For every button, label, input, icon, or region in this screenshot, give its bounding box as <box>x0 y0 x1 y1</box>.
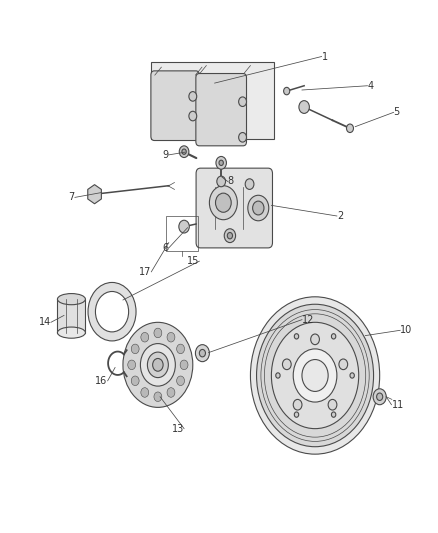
Circle shape <box>283 359 291 369</box>
Circle shape <box>332 412 336 417</box>
Circle shape <box>148 352 168 377</box>
Circle shape <box>131 344 139 354</box>
Bar <box>166 216 198 251</box>
Circle shape <box>141 344 175 386</box>
Circle shape <box>199 350 205 357</box>
Circle shape <box>182 149 186 155</box>
Circle shape <box>346 124 353 133</box>
Circle shape <box>239 97 247 107</box>
Text: 15: 15 <box>187 256 199 266</box>
Circle shape <box>302 360 328 391</box>
Circle shape <box>195 345 209 362</box>
Circle shape <box>272 322 359 429</box>
Circle shape <box>248 195 269 221</box>
Circle shape <box>177 344 184 354</box>
Bar <box>57 299 85 333</box>
Circle shape <box>179 220 189 233</box>
Circle shape <box>180 360 188 369</box>
Circle shape <box>189 92 197 101</box>
Circle shape <box>215 193 231 212</box>
Circle shape <box>189 111 197 121</box>
Circle shape <box>245 179 254 189</box>
Circle shape <box>239 133 247 142</box>
Circle shape <box>294 334 299 339</box>
FancyBboxPatch shape <box>196 168 272 248</box>
Circle shape <box>152 359 163 371</box>
Circle shape <box>311 334 319 345</box>
Circle shape <box>167 333 175 342</box>
Text: 7: 7 <box>69 192 75 203</box>
Circle shape <box>131 376 139 385</box>
Circle shape <box>154 392 162 401</box>
Circle shape <box>373 389 386 405</box>
Text: 4: 4 <box>367 81 374 91</box>
Circle shape <box>224 229 236 243</box>
Circle shape <box>377 393 383 400</box>
Circle shape <box>294 412 299 417</box>
Circle shape <box>332 334 336 339</box>
Circle shape <box>350 373 354 378</box>
Circle shape <box>253 201 264 215</box>
Text: 11: 11 <box>392 400 404 410</box>
Circle shape <box>154 328 162 338</box>
Circle shape <box>216 157 226 169</box>
Circle shape <box>88 282 136 341</box>
Circle shape <box>276 373 280 378</box>
Text: 5: 5 <box>394 107 400 117</box>
Circle shape <box>209 185 237 220</box>
FancyBboxPatch shape <box>151 71 199 141</box>
FancyBboxPatch shape <box>151 62 274 139</box>
Circle shape <box>251 297 380 454</box>
Circle shape <box>141 387 149 397</box>
Circle shape <box>257 304 374 447</box>
Circle shape <box>339 359 348 369</box>
Text: 1: 1 <box>321 52 328 61</box>
Circle shape <box>293 349 337 402</box>
Text: 10: 10 <box>400 325 413 335</box>
Circle shape <box>217 176 226 187</box>
Circle shape <box>141 333 149 342</box>
Circle shape <box>219 160 223 165</box>
Text: 13: 13 <box>172 424 184 434</box>
Circle shape <box>177 376 184 385</box>
Text: 14: 14 <box>39 317 51 327</box>
Circle shape <box>123 322 193 407</box>
Ellipse shape <box>57 294 85 305</box>
Text: 16: 16 <box>95 376 108 386</box>
Circle shape <box>167 387 175 397</box>
Text: 2: 2 <box>337 211 343 221</box>
Ellipse shape <box>57 327 85 338</box>
Circle shape <box>284 87 290 95</box>
Text: 17: 17 <box>139 267 151 277</box>
Text: 9: 9 <box>162 150 169 160</box>
Text: 12: 12 <box>302 314 314 325</box>
Circle shape <box>227 232 233 239</box>
FancyBboxPatch shape <box>196 74 247 146</box>
Circle shape <box>95 292 129 332</box>
Text: 6: 6 <box>162 243 169 253</box>
Circle shape <box>128 360 136 369</box>
Polygon shape <box>88 184 101 204</box>
Circle shape <box>299 101 309 114</box>
Circle shape <box>328 399 337 410</box>
Text: 8: 8 <box>228 176 234 187</box>
Circle shape <box>293 399 302 410</box>
Circle shape <box>179 146 189 158</box>
